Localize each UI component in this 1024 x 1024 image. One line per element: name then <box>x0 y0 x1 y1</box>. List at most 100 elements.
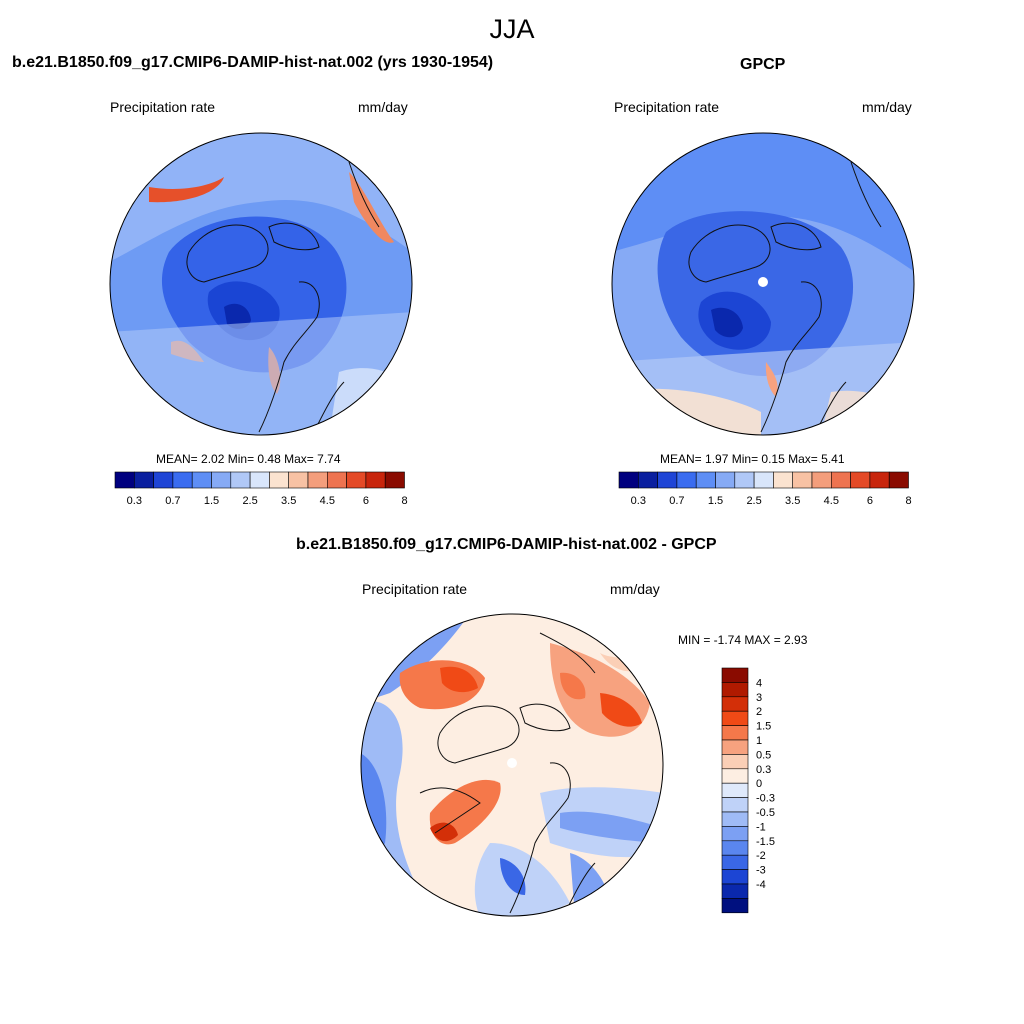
panel1-units-label: mm/day <box>358 99 408 115</box>
panel1-colorbar-swatch <box>384 471 405 489</box>
panel1-colorbar-swatch <box>172 471 193 489</box>
panel3-colorbar-swatch <box>721 696 749 712</box>
panel2-colorbar-tick-label: 4.5 <box>824 495 839 507</box>
panel2-colorbar-swatch <box>850 471 871 489</box>
panel2-colorbar-swatch <box>869 471 890 489</box>
panel1-colorbar-swatch <box>249 471 270 489</box>
panel3-colorbar-swatch <box>721 854 749 870</box>
panel2-colorbar-tick-label: 1.5 <box>708 495 723 507</box>
panel3-colorbar-tick-label: 2 <box>756 706 762 718</box>
panel3-colorbar-tick-label: -3 <box>756 865 766 877</box>
panel3-colorbar-swatch <box>721 811 749 827</box>
panel3-colorbar-swatch <box>721 797 749 813</box>
panel3-colorbar-swatch <box>721 898 749 914</box>
panel3-colorbar-swatch <box>721 667 749 683</box>
panel2-colorbar-swatch <box>695 471 716 489</box>
panel2-title: GPCP <box>740 56 786 73</box>
panel1-colorbar-tick-label: 8 <box>401 495 407 507</box>
panel1-mean-label: MEAN= <box>156 452 198 466</box>
panel3-colorbar-tick-label: 3 <box>756 692 762 704</box>
panel3-colorbar-swatch <box>721 739 749 755</box>
panel3-colorbar-swatch <box>721 883 749 899</box>
panel3-colorbar-tick-label: -0.5 <box>756 807 775 819</box>
panel1-colorbar-tick-label: 0.3 <box>127 495 142 507</box>
panel2-colorbar-swatch <box>637 471 658 489</box>
figure-title: JJA <box>489 14 535 44</box>
panel1-title: b.e21.B1850.f09_g17.CMIP6-DAMIP-hist-nat… <box>12 54 494 71</box>
panel3-colorbar-swatch <box>721 826 749 842</box>
panel2-colorbar-swatch <box>773 471 793 489</box>
panel3-colorbar-tick-label: -1.5 <box>756 836 775 848</box>
panel1-colorbar: 0.3 0.7 1.5 2.5 3.5 4.5 6 8 <box>114 471 408 507</box>
panel2-max-value: 5.41 <box>821 452 845 466</box>
panel3-colorbar-tick-label: -2 <box>756 850 766 862</box>
panel2-colorbar-swatch <box>676 471 697 489</box>
panel1-colorbar-tick-label: 0.7 <box>165 495 180 507</box>
panel2-colorbar-swatch <box>734 471 755 489</box>
panel3-colorbar-swatch <box>721 768 749 784</box>
panel3-colorbar-swatch <box>721 754 749 770</box>
panel3-colorbar-tick-label: 0 <box>756 778 762 790</box>
panel1-colorbar-swatch <box>191 471 212 489</box>
panel2-colorbar-swatch <box>753 471 774 489</box>
panel3-colorbar-swatch <box>721 682 749 698</box>
panel2-stats: MEAN= 1.97 Min= 0.15 Max= 5.41 <box>660 452 845 466</box>
panel3-minmax: MIN = -1.74 MAX = 2.93 <box>678 633 808 647</box>
panel2-colorbar: 0.3 0.7 1.5 2.5 3.5 4.5 6 8 <box>618 471 912 507</box>
panel1-colorbar-swatch <box>153 471 174 489</box>
panel3-colorbar-tick-label: 0.5 <box>756 749 771 761</box>
panel2-colorbar-swatch <box>888 471 909 489</box>
panel2-min-value: 0.15 <box>761 452 785 466</box>
panel2-mean-label: MEAN= <box>660 452 702 466</box>
panel1-colorbar-swatch <box>365 471 386 489</box>
panel2-colorbar-swatch <box>657 471 678 489</box>
panel1-max-value: 7.74 <box>317 452 341 466</box>
panel1-colorbar-swatch <box>211 471 232 489</box>
panel1-colorbar-swatch <box>288 471 309 489</box>
panel1-colorbar-swatch <box>230 471 251 489</box>
panel3-colorbar-tick-label: 1 <box>756 735 762 747</box>
panel2-min-label: Min= <box>731 452 759 466</box>
panel2-colorbar-tick-label: 2.5 <box>746 495 761 507</box>
panel1-colorbar-tick-label: 1.5 <box>204 495 219 507</box>
panel3-colorbar-swatch <box>721 782 749 798</box>
panel3-colorbar-tick-label: -4 <box>756 879 766 891</box>
panel3-colorbar-swatch <box>721 869 749 885</box>
panel1-colorbar-swatch <box>269 471 289 489</box>
panel3-colorbar-tick-label: -0.3 <box>756 793 775 805</box>
panel1-colorbar-tick-label: 6 <box>363 495 369 507</box>
panel1-map <box>109 132 413 436</box>
panel3-colorbar-swatch <box>721 840 749 856</box>
panel1-colorbar-swatch <box>114 471 135 489</box>
panel3-map <box>360 613 664 917</box>
panel3-colorbar-tick-label: 1.5 <box>756 721 771 733</box>
panel2-colorbar-swatch <box>618 471 639 489</box>
panel2-colorbar-tick-label: 8 <box>905 495 911 507</box>
panel1-colorbar-tick-label: 3.5 <box>281 495 296 507</box>
panel2-mean-value: 1.97 <box>705 452 729 466</box>
panel2-colorbar-swatch <box>792 471 813 489</box>
panel2-colorbar-tick-label: 0.7 <box>669 495 684 507</box>
panel3-colorbar-tick-label: -1 <box>756 821 766 833</box>
panel3-title: b.e21.B1850.f09_g17.CMIP6-DAMIP-hist-nat… <box>296 536 717 553</box>
panel2-colorbar-tick-label: 0.3 <box>631 495 646 507</box>
panel1-colorbar-tick-label: 4.5 <box>320 495 335 507</box>
panel1-min-label: Min= <box>227 452 255 466</box>
panel1-variable-label: Precipitation rate <box>110 99 216 115</box>
panel2-colorbar-tick-label: 3.5 <box>785 495 800 507</box>
panel1-colorbar-swatch <box>346 471 367 489</box>
panel2-colorbar-tick-label: 6 <box>867 495 873 507</box>
panel2-colorbar-swatch <box>831 471 851 489</box>
panel2-max-label: Max= <box>788 452 818 466</box>
panel2-variable-label: Precipitation rate <box>614 99 720 115</box>
panel1-mean-value: 2.02 <box>201 452 225 466</box>
panel1-min-value: 0.48 <box>257 452 281 466</box>
panel3-variable-label: Precipitation rate <box>362 581 468 597</box>
panel2-map <box>611 132 915 436</box>
panel3-units-label: mm/day <box>610 581 660 597</box>
panel3-colorbar-swatch <box>721 725 749 741</box>
panel3-colorbar: 4 3 2 1.5 1 0.5 0.3 0 -0.3 -0.5 -1 -1.5 -2 -3 -4 <box>721 667 775 914</box>
panel1-stats: MEAN= 2.02 Min= 0.48 Max= 7.74 <box>156 452 341 466</box>
panel3-colorbar-swatch <box>721 710 749 726</box>
panel2-units-label: mm/day <box>862 99 912 115</box>
